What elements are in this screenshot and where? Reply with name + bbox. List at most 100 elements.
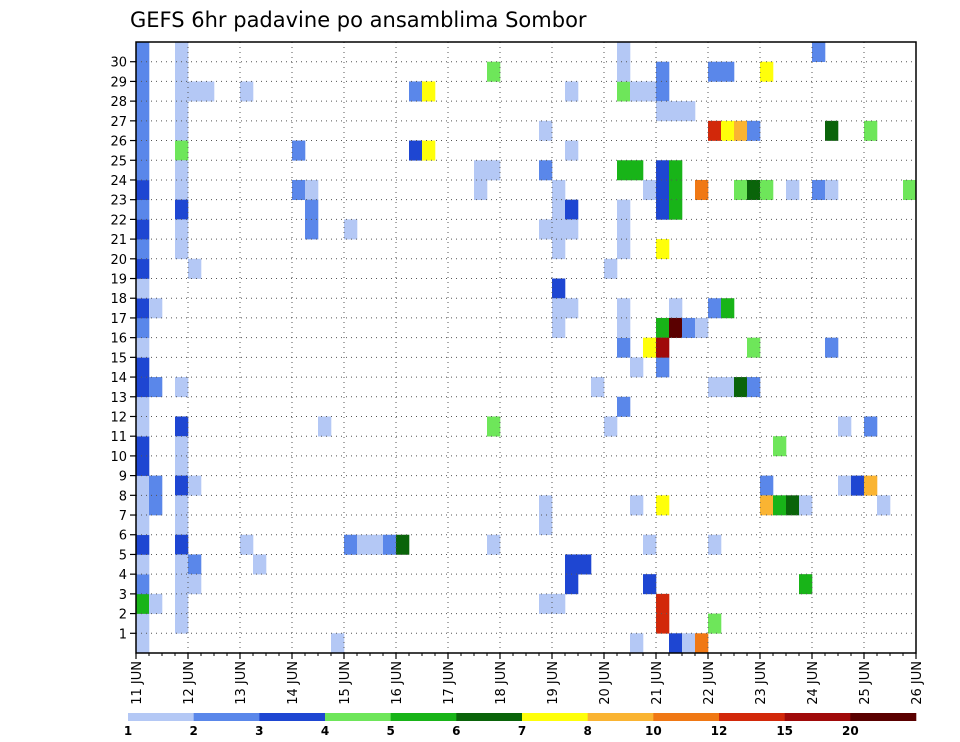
y-tick-label: 3 (119, 588, 127, 603)
heatmap-cell (669, 633, 683, 654)
colorbar-swatch (325, 713, 391, 721)
heatmap-cell (136, 219, 150, 240)
heatmap-cell (669, 179, 683, 200)
heatmap-cell (136, 357, 150, 378)
heatmap-cell (552, 278, 566, 299)
y-tick-label: 19 (110, 273, 127, 288)
heatmap-cell (474, 160, 488, 181)
heatmap-cell (136, 298, 150, 319)
heatmap-cell (760, 475, 774, 496)
heatmap-cell (669, 101, 683, 122)
heatmap-cell (734, 120, 748, 141)
heatmap-cell (565, 219, 579, 240)
y-tick-label: 30 (110, 56, 127, 71)
heatmap-cell (682, 317, 696, 338)
colorbar-swatch (784, 713, 851, 721)
heatmap-cell (149, 377, 163, 398)
colorbar-label: 20 (842, 724, 859, 738)
heatmap-cell (708, 298, 722, 319)
x-tick-label: 20 JUN (598, 661, 613, 705)
x-tick-label: 19 JUN (546, 661, 561, 705)
heatmap-cell (643, 574, 657, 595)
heatmap-cell (136, 337, 150, 358)
heatmap-cell (695, 633, 709, 654)
heatmap-cell (305, 179, 319, 200)
y-tick-label: 24 (110, 174, 127, 189)
heatmap-cell (760, 61, 774, 82)
heatmap-cell (136, 81, 150, 102)
heatmap-cell (552, 317, 566, 338)
heatmap-cell (188, 475, 202, 496)
plot-frame (135, 41, 917, 654)
heatmap-cell (175, 160, 189, 181)
heatmap-cell (136, 317, 150, 338)
heatmap-cell (188, 258, 202, 279)
x-tick-label: 26 JUN (910, 661, 925, 705)
colorbar-label: 7 (518, 724, 526, 738)
heatmap-cell (669, 160, 683, 181)
heatmap-cell (175, 554, 189, 575)
heatmap-cell (539, 495, 553, 516)
heatmap-cell (630, 633, 644, 654)
heatmap-cell (175, 377, 189, 398)
heatmap-cell (136, 495, 150, 516)
heatmap-cell (175, 515, 189, 536)
heatmap-cell (409, 140, 423, 161)
heatmap-cell (149, 495, 163, 516)
heatmap-cell (773, 495, 787, 516)
heatmap-cell (708, 613, 722, 634)
heatmap-cell (175, 219, 189, 240)
heatmap-cell (344, 219, 358, 240)
heatmap-cell (539, 120, 553, 141)
heatmap-cell (799, 495, 813, 516)
heatmap-cell (175, 239, 189, 260)
heatmap-cell (136, 199, 150, 220)
heatmap-cell (383, 534, 397, 555)
heatmap-cells (136, 42, 917, 654)
heatmap-cell (643, 534, 657, 555)
colorbar-label: 5 (386, 724, 394, 738)
heatmap-cell (760, 495, 774, 516)
heatmap-cell (149, 298, 163, 319)
heatmap-cell (617, 396, 631, 417)
y-tick-label: 25 (110, 154, 127, 169)
heatmap-cell (786, 179, 800, 200)
heatmap-cell (175, 101, 189, 122)
y-tick-label: 18 (110, 292, 127, 307)
heatmap-cell (539, 219, 553, 240)
heatmap-cell (396, 534, 410, 555)
heatmap-cell (721, 120, 735, 141)
heatmap-cell (409, 81, 423, 102)
heatmap-cell (136, 42, 150, 63)
heatmap-cell (747, 120, 761, 141)
colorbar-label: 12 (711, 724, 728, 738)
y-tick-label: 1 (119, 627, 127, 642)
heatmap-cell (565, 81, 579, 102)
colorbar-label: 10 (645, 724, 662, 738)
x-tick-label: 14 JUN (286, 661, 301, 705)
heatmap-cell (240, 534, 254, 555)
heatmap-cell (175, 613, 189, 634)
heatmap-cell (357, 534, 371, 555)
heatmap-cell (136, 554, 150, 575)
x-tick-label: 13 JUN (234, 661, 249, 705)
heatmap-cell (565, 140, 579, 161)
heatmap-cell (487, 416, 501, 437)
heatmap-cell (565, 298, 579, 319)
colorbar-swatch (456, 713, 523, 721)
colorbar-swatch (259, 713, 326, 721)
heatmap-cell (175, 534, 189, 555)
heatmap-cell (656, 613, 670, 634)
heatmap-cell (838, 475, 852, 496)
heatmap-cell (617, 61, 631, 82)
x-tick-label: 24 JUN (806, 661, 821, 705)
heatmap-cell (331, 633, 345, 654)
y-tick-label: 28 (110, 95, 127, 110)
heatmap-cell (734, 179, 748, 200)
heatmap-cell (136, 101, 150, 122)
heatmap-cell (656, 239, 670, 260)
heatmap-cell (721, 298, 735, 319)
heatmap-cell (136, 396, 150, 417)
heatmap-cell (136, 534, 150, 555)
heatmap-cell (253, 554, 267, 575)
